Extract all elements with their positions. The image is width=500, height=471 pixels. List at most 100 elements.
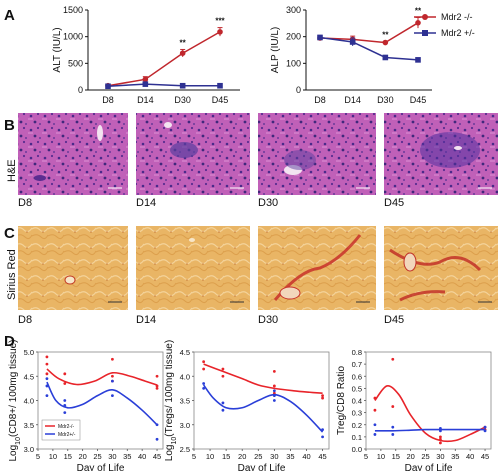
cd8-ytick-label: 4.5: [24, 372, 34, 381]
ratio-xtick-label: 45: [481, 452, 489, 461]
cd8-ytick-label: 3.5: [24, 421, 34, 430]
sirius-vessel-d30: [279, 286, 301, 300]
ratio-ytick-label: 0.0: [352, 445, 362, 454]
treg-xtick-label: 40: [302, 452, 310, 461]
row-label-he: H&E: [6, 159, 18, 182]
treg-data-point: [321, 396, 324, 400]
cd8-data-point: [63, 372, 67, 376]
sirius-image-d8: [18, 226, 128, 310]
ratio-ytick-label: 0.1: [352, 433, 362, 442]
alt-ytick-label: 0: [78, 85, 83, 95]
ratio-data-point: [439, 437, 442, 441]
ratio-plot-frame: [365, 351, 492, 450]
treg-xtick-label: 25: [254, 452, 262, 461]
sirius-caption-d14: D14: [136, 314, 156, 326]
cd8-xtick-label: 45: [153, 452, 161, 461]
treg-xtick-label: 20: [238, 452, 246, 461]
ratio-data-point: [373, 423, 377, 427]
treg-ytick-label: 3.0: [180, 421, 190, 430]
alp-significance-label: **: [382, 30, 389, 39]
legend-a-label-ko: Mdr2 -/-: [441, 12, 473, 22]
treg-data-point: [221, 374, 225, 378]
ratio-ytick-label: 0.7: [352, 360, 362, 369]
sirius-fibrosis-d30: [273, 234, 362, 301]
treg-y-axis-title: Log10(Tregs/ 100mg tissue): [164, 340, 178, 461]
cd8-data-point: [45, 372, 49, 376]
treg-plot-frame: [193, 351, 330, 450]
treg-data-point: [272, 399, 276, 402]
ratio-data-point: [391, 433, 395, 436]
alp-data-point: [415, 20, 421, 26]
treg-data-point: [321, 428, 324, 431]
alt-data-point: [142, 81, 149, 87]
sirius-caption-d45: D45: [384, 314, 404, 326]
alp-series-line: [319, 36, 419, 61]
ratio-data-point: [391, 357, 395, 361]
ratio-ytick-label: 0.6: [352, 372, 362, 381]
cd8-xtick-label: 35: [123, 452, 131, 461]
alp-y-axis-title: ALP (IU/L): [270, 27, 281, 74]
legend-d: Mdr2-/- Mdr2+/-: [41, 419, 81, 441]
treg-data-point: [272, 389, 276, 393]
alt-xtick-label: D30: [174, 95, 191, 105]
alp-data-point: [349, 39, 356, 45]
panel-letter-d: D: [4, 333, 15, 350]
alt-ytick-label: 1000: [63, 32, 83, 42]
treg-ytick-label: 3.5: [180, 397, 190, 406]
alp-data-point: [382, 54, 389, 61]
sirius-vessel-d45: [403, 252, 417, 272]
ratio-xtick-label: 15: [392, 452, 400, 461]
sirius-image-d45: [384, 226, 498, 310]
alp-xtick-label: D14: [344, 95, 361, 105]
cd8-data-point: [155, 423, 159, 427]
legend-a: Mdr2 -/- Mdr2 +/-: [414, 12, 475, 38]
cd8-data-point: [111, 379, 114, 383]
treg-data-point: [202, 382, 206, 385]
treg-data-point: [321, 435, 324, 439]
cd8-data-point: [155, 374, 159, 378]
ratio-xtick-label: 40: [466, 452, 474, 461]
ratio-x-axis-title: Day of Life: [405, 463, 453, 471]
alp-ytick-label: 200: [286, 32, 301, 42]
alt-data-point: [179, 82, 186, 89]
cd8-ytick-label: 5.0: [24, 348, 34, 357]
legend-d-label-het: Mdr2+/-: [58, 432, 76, 438]
ratio-ytick-label: 0.4: [352, 397, 362, 406]
treg-fit-curve: [202, 384, 324, 433]
treg-data-point: [321, 394, 324, 398]
legend-d-label-ko: Mdr2-/-: [58, 424, 74, 430]
alp-ytick-label: 0: [296, 85, 301, 95]
alp-series-line: [319, 22, 419, 44]
cd8-data-point: [45, 384, 49, 388]
ratio-y-axis-title: Treg/CD8 Ratio: [336, 366, 347, 436]
ratio-data-point: [373, 433, 377, 436]
ratio-xtick-label: 35: [451, 452, 459, 461]
cd8-xtick-label: 20: [78, 452, 86, 461]
ratio-data-point: [483, 425, 487, 429]
sirius-vessel-d14: [189, 238, 195, 242]
he-caption-d45: D45: [384, 197, 404, 209]
ratio-data-point: [439, 429, 442, 433]
alp-data-point: [415, 57, 421, 63]
ratio-ytick-label: 0.2: [352, 421, 362, 430]
treg-fit-curve: [203, 363, 323, 395]
treg-ytick-label: 2.5: [180, 445, 190, 454]
treg-xtick-label: 15: [222, 452, 230, 461]
cd8-data-point: [45, 377, 49, 381]
ratio-fit-curve: [374, 385, 486, 443]
ratio-ytick-label: 0.8: [352, 348, 362, 357]
ratio-xtick-label: 20: [406, 452, 414, 461]
cd8-data-point: [111, 394, 114, 398]
alt-significance-label: ***: [215, 17, 225, 26]
sirius-vessel-d8: [64, 275, 76, 285]
cd8-y-axis-title: Log10(CD8+/ 100mg tissue): [8, 339, 22, 461]
treg-cd8-ratio-chart: 0.0 0.1 0.2 0.3 0.4 0.5 0.6 0.7 0.8 5 10 15 20 25 30 35…: [336, 348, 492, 471]
alt-data-point: [105, 83, 111, 90]
panel-letter-b: B: [4, 117, 15, 134]
alt-series-line: [107, 31, 221, 87]
ratio-xtick-label: 10: [377, 452, 385, 461]
cd8-ytick-label: 3.0: [24, 445, 34, 454]
sirius-caption-d30: D30: [258, 314, 278, 326]
